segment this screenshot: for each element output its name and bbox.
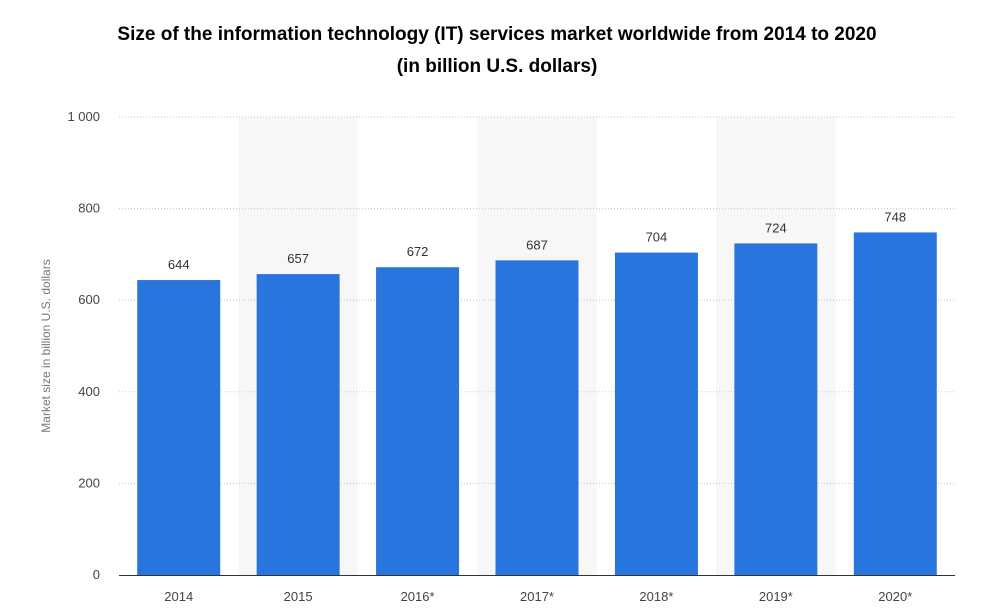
y-tick-label: 0 bbox=[93, 567, 100, 582]
x-tick-label: 2017* bbox=[520, 589, 554, 604]
bar bbox=[734, 243, 818, 575]
y-tick-label: 800 bbox=[78, 201, 100, 216]
chart-title: Size of the information technology (IT) … bbox=[117, 24, 877, 45]
data-label: 704 bbox=[646, 230, 668, 245]
data-label: 748 bbox=[884, 209, 906, 224]
y-tick-label: 200 bbox=[78, 475, 100, 490]
x-tick-label: 2014 bbox=[164, 589, 193, 604]
y-tick-label: 400 bbox=[78, 384, 100, 399]
chart-subtitle: (in billion U.S. dollars) bbox=[396, 56, 598, 77]
x-tick-label: 2019* bbox=[759, 589, 793, 604]
bar bbox=[256, 274, 340, 575]
y-axis-title: Market size in billion U.S. dollars bbox=[39, 259, 53, 432]
bar bbox=[853, 232, 937, 575]
bar bbox=[137, 280, 221, 575]
data-label: 644 bbox=[168, 257, 190, 272]
y-tick-label: 600 bbox=[78, 292, 100, 307]
y-tick-label: 1 000 bbox=[67, 109, 100, 124]
data-label: 687 bbox=[526, 237, 548, 252]
bar bbox=[376, 267, 460, 575]
data-label: 657 bbox=[287, 251, 309, 266]
x-tick-label: 2020* bbox=[878, 589, 912, 604]
x-tick-label: 2016* bbox=[401, 589, 435, 604]
bar bbox=[614, 252, 698, 575]
x-tick-label: 2018* bbox=[639, 589, 673, 604]
x-tick-label: 2015 bbox=[284, 589, 313, 604]
data-label: 724 bbox=[765, 220, 787, 235]
bar bbox=[495, 260, 579, 575]
data-label: 672 bbox=[407, 244, 429, 259]
